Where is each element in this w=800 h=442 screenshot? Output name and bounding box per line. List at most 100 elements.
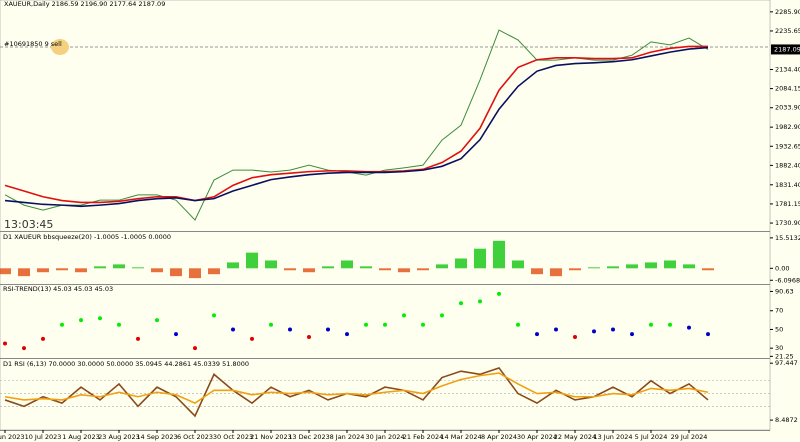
x-tick-label: 21 Feb 2024 [403,433,443,441]
histogram-bar [607,266,619,269]
current-price-label: 2187.09 [774,45,800,53]
trend-dot [592,329,596,334]
histogram-bar [360,266,372,269]
trend-dot [231,327,235,332]
y-tick-label: 15.5132 [775,234,800,242]
histogram-bar [436,264,448,269]
series-line [4,29,709,221]
trend-dot [269,322,273,327]
histogram-bar [569,268,581,271]
histogram-bar [322,266,334,269]
x-tick-label: 8 Apr 2024 [481,433,517,441]
trend-dot [22,346,26,351]
histogram-bar [341,260,353,269]
x-tick-label: 30 Oct 2023 [213,433,253,441]
y-tick-label: 1982.90 [775,123,800,131]
y-tick-label: 2134.40 [775,65,800,73]
x-tick-label: 14 Sep 2023 [136,433,177,441]
panel-title: D1 XAUEUR bbsqueeze(20) -1.0005 -1.0005 … [3,233,171,241]
trend-dot [155,318,159,323]
trend-dot [668,322,672,327]
histogram-bar [303,268,315,273]
trend-dot [345,332,349,337]
trend-dot [611,327,615,332]
histogram-bar [664,260,676,269]
y-tick-label: 8.4872 [775,416,798,424]
y-tick-label: 1730.90 [775,219,800,227]
y-tick-label: 1882.40 [775,161,800,169]
histogram-bar [626,264,638,269]
series-line [4,367,709,418]
histogram-bar [398,268,410,273]
y-tick-label: 97.447 [775,359,798,367]
histogram-bar [189,268,201,279]
histogram-bar [0,268,11,275]
x-tick-label: 1 Aug 2023 [62,433,100,441]
histogram-bar [151,268,163,273]
histogram-bar [113,264,125,269]
clock: 13:03:45 [4,218,53,231]
trend-dot [212,313,216,318]
y-tick-label: 70 [775,307,783,315]
trend-dot [421,322,425,327]
trend-dot [193,346,197,351]
trend-dot [98,316,102,321]
histogram-bar [455,258,467,269]
trend-dot [402,313,406,318]
histogram-bar [683,264,695,269]
series-line [4,46,709,208]
histogram-bar [246,252,258,269]
y-tick-label: 30 [775,344,783,352]
trend-dot [117,322,121,327]
trend-dot [60,322,64,327]
trend-dot [440,313,444,318]
trend-dot [478,299,482,304]
x-tick-label: 13 Jun 2024 [593,433,632,441]
trend-dot [649,322,653,327]
histogram-bar [227,262,239,269]
histogram-bar [550,268,562,277]
trend-dot [174,332,178,337]
y-tick-label: 90.63 [775,287,794,295]
trend-dot [630,332,634,337]
y-tick-label: 1831.40 [775,181,800,189]
x-tick-label: 21 Nov 2023 [250,433,292,441]
histogram-bar [588,267,600,269]
panel-title: RSI-TREND(13) 45.03 45.03 45.03 [3,285,113,293]
histogram-bar [56,268,68,271]
x-tick-label: 6 Oct 2023 [177,433,213,441]
current-price-box [771,44,800,55]
trend-dot [706,332,710,337]
histogram-bar [37,268,49,273]
price-header: XAUEUR,Daily 2186.59 2196.90 2177.64 218… [4,0,165,8]
x-tick-label: 5 Jul 2024 [635,433,668,441]
y-tick-label: 2033.90 [775,104,800,112]
histogram-bar [645,262,657,269]
histogram-bar [208,268,220,275]
order-marker [51,39,69,55]
histogram-bar [265,260,277,269]
x-tick-label: 14 Mar 2024 [440,433,481,441]
histogram-bar [94,266,106,269]
trend-dot [326,327,330,332]
x-tick-label: 23 Aug 2023 [98,433,140,441]
x-tick-label: 30 Apr 2024 [517,433,557,441]
trend-dot [687,325,691,330]
x-tick-label: 30 Jan 2024 [366,433,405,441]
y-tick-label: 1781.15 [775,200,800,208]
x-tick-label: 10 Jul 2023 [25,433,62,441]
y-tick-label: -6.0968 [775,276,800,284]
y-tick-label: 1932.65 [775,142,800,150]
histogram-bar [512,260,524,269]
y-tick-label: 2285.90 [775,8,800,16]
trend-dot [79,318,83,323]
histogram-bar [379,268,391,271]
panel-title: D1 RSI (6,13) 70.0000 30.0000 50.0000 35… [3,360,249,368]
x-tick-label: 29 Jul 2024 [671,433,708,441]
trend-dot [573,334,577,339]
trend-dot [136,336,140,341]
trend-dot [497,291,501,296]
series-line [4,372,709,405]
histogram-bar [417,268,429,271]
